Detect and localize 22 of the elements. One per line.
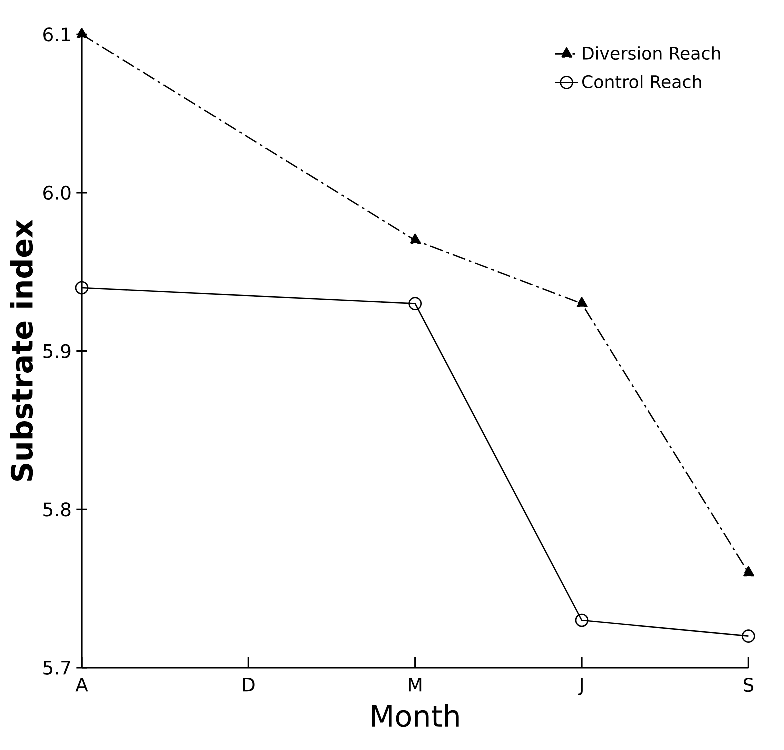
y-tick-label: 6.0 (44, 186, 71, 200)
point (742, 566, 755, 577)
x-tick-label: A (76, 678, 88, 692)
point (576, 297, 588, 308)
y-tick-label: 5.9 (44, 344, 71, 358)
x-tick-label: D (243, 678, 255, 692)
point (75, 281, 89, 295)
y-tick-label: 5.8 (44, 502, 71, 517)
x-tick-label: M (409, 678, 422, 692)
point (742, 630, 756, 643)
point (76, 28, 88, 38)
x-tick-label: J (578, 678, 583, 696)
point (575, 614, 589, 628)
y-tick-label: 5.7 (44, 661, 70, 675)
y-axis-title: Substrate index (10, 220, 34, 482)
x-axis-title: Month (372, 704, 459, 728)
legend-label: Diversion Reach (583, 46, 720, 60)
y-tick-label: 6.1 (44, 28, 70, 42)
legend-label: Control Reach (582, 75, 702, 89)
point (408, 297, 422, 310)
x-tick-label: S (744, 678, 754, 692)
point (409, 234, 422, 244)
